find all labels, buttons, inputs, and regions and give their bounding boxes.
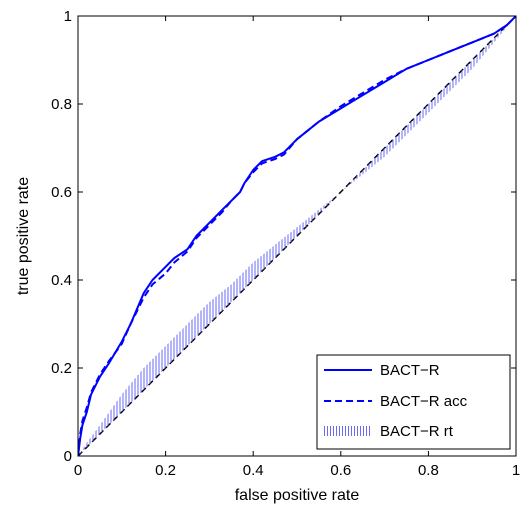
legend-label-1: BACT−R acc [380,393,468,410]
y-tick-label: 0.4 [51,272,72,289]
x-axis-label: false positive rate [235,487,360,504]
y-tick-label: 0.6 [51,184,72,201]
x-tick-label: 0.4 [243,462,264,479]
y-tick-label: 0.2 [51,360,72,377]
x-tick-label: 0 [74,462,82,479]
x-tick-label: 0.2 [155,462,176,479]
y-tick-label: 1 [64,8,72,25]
y-tick-label: 0.8 [51,96,72,113]
legend-label-2: BACT−R rt [380,423,454,440]
y-axis-label: true positive rate [15,177,32,295]
axis-ticks: 0 0.2 0.4 0.6 0.8 1 0 0.2 0.4 0.6 0.8 1 [51,8,520,479]
y-tick-label: 0 [64,448,72,465]
x-tick-label: 0.8 [418,462,439,479]
legend-label-0: BACT−R [380,362,440,379]
series-line-0 [78,16,516,456]
legend: BACT−R BACT−R acc BACT−R rt [316,354,511,450]
x-tick-label: 1 [512,462,520,479]
plot-frame [77,15,517,457]
x-tick-label: 0.6 [330,462,351,479]
